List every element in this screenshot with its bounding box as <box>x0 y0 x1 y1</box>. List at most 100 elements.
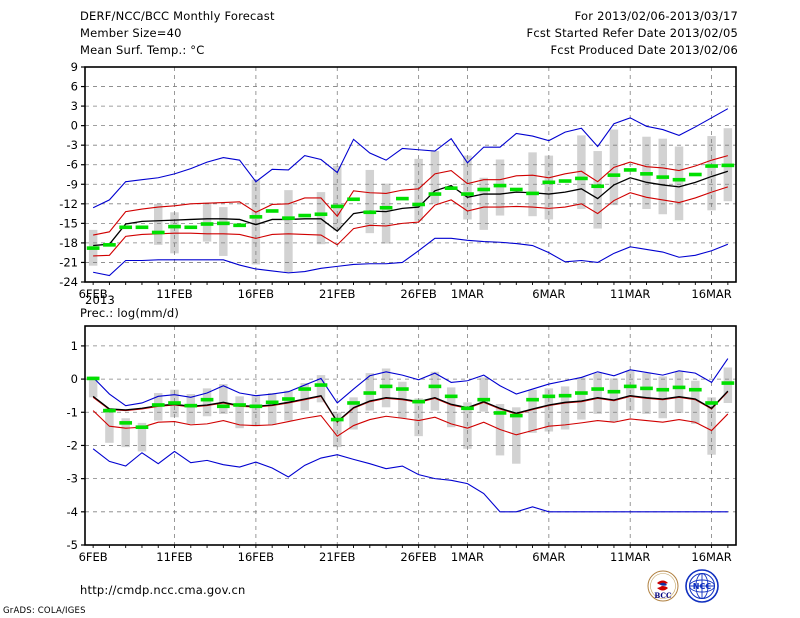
x-tick-label: 26FEB <box>400 550 437 564</box>
spread-bar <box>316 375 326 403</box>
observation-dash <box>705 164 718 168</box>
observation-dash <box>509 413 523 418</box>
spread-bar <box>528 389 537 433</box>
spread-bar <box>674 146 684 221</box>
observation-dash <box>526 397 539 402</box>
fcst-produced-label: Fcst Produced Date 2013/02/06 <box>550 43 738 57</box>
spread-bar <box>88 376 98 398</box>
observation-dash <box>542 180 556 185</box>
spread-bar <box>284 190 293 273</box>
spread-bar <box>267 393 277 425</box>
y-tick-label: -9 <box>67 177 78 191</box>
spread-bar <box>251 395 261 427</box>
observation-dash <box>640 386 653 391</box>
website-url[interactable]: http://cmdp.ncc.cma.gov.cn <box>80 583 246 597</box>
y-tick-label: -24 <box>59 275 78 289</box>
y-tick-label: -6 <box>67 158 78 172</box>
observation-dash <box>265 209 279 213</box>
observation-dash <box>216 404 230 409</box>
observation-dash <box>103 408 116 413</box>
x-tick-label: 1MAR <box>451 550 484 564</box>
observation-dash <box>640 172 653 176</box>
series-line-min <box>92 448 728 513</box>
observation-dash <box>396 387 409 391</box>
observation-dash <box>461 406 474 411</box>
spread-bar <box>186 394 196 424</box>
y-tick-label: 1 <box>71 339 78 353</box>
observation-dash <box>282 216 295 220</box>
spread-bar <box>691 380 700 424</box>
observation-dash <box>86 246 100 250</box>
observation-dash <box>282 397 295 401</box>
x-tick-label: 16MAR <box>691 550 731 564</box>
observation-dash <box>477 187 491 192</box>
spread-bar <box>284 390 293 421</box>
spread-bar <box>707 397 716 455</box>
spread-bar <box>479 177 488 230</box>
spread-bar <box>577 377 586 420</box>
observation-dash <box>216 221 230 226</box>
observation-dash <box>591 184 605 189</box>
observation-dash <box>428 192 442 196</box>
x-tick-label: 6FEB <box>79 550 108 564</box>
observation-dash <box>575 391 588 395</box>
series-line-min <box>93 237 729 277</box>
observation-dash <box>103 243 116 247</box>
spread-bar <box>154 203 163 245</box>
member-size-label: Member Size=40 <box>80 26 182 40</box>
observation-dash <box>347 197 360 202</box>
observation-dash <box>200 222 214 226</box>
observation-dash <box>428 384 442 389</box>
observation-dash <box>672 385 686 390</box>
observation-dash <box>347 401 360 405</box>
observation-dash <box>721 163 735 168</box>
observation-dash <box>542 394 556 399</box>
observation-dash <box>688 387 702 392</box>
x-tick-label: 11FEB <box>156 287 193 300</box>
plot-frame <box>84 66 737 283</box>
observation-dash <box>412 202 425 207</box>
x-tick-label: 6FEB <box>79 287 108 300</box>
observation-dash <box>396 196 409 201</box>
observation-dash <box>233 223 246 228</box>
y-tick-label: -1 <box>67 405 78 419</box>
series-line-q3 <box>93 155 729 236</box>
observation-dash <box>151 403 165 407</box>
observation-dash <box>461 192 474 196</box>
x-tick-label: 11FEB <box>156 550 193 564</box>
observation-dash <box>656 387 670 392</box>
observation-dash <box>558 393 572 398</box>
observation-dash <box>151 230 165 235</box>
spread-bar <box>430 371 440 411</box>
observation-dash <box>135 425 149 429</box>
y-tick-label: 3 <box>71 99 78 113</box>
spread-bar <box>577 135 586 210</box>
x-tick-label: 21FEB <box>319 287 356 300</box>
observation-dash <box>184 225 198 230</box>
spread-bar <box>512 407 521 464</box>
ncc-logo: NCC <box>685 569 719 603</box>
series-line-q1 <box>92 410 729 437</box>
spread-bar <box>202 202 212 242</box>
spread-bar <box>674 371 684 413</box>
observation-dash <box>298 213 312 218</box>
fcst-started-label: Fcst Started Refer Date 2013/02/05 <box>526 26 738 40</box>
y-tick-label: -21 <box>59 255 78 269</box>
observation-dash <box>379 205 393 210</box>
spread-bar <box>381 183 391 244</box>
observation-dash <box>363 391 377 395</box>
observation-dash <box>265 400 279 405</box>
spread-bar <box>137 422 147 452</box>
observation-dash <box>656 175 670 179</box>
observation-dash <box>672 177 686 182</box>
observation-dash <box>493 183 507 188</box>
observation-dash <box>330 204 344 209</box>
y-tick-label: 0 <box>71 372 78 386</box>
spread-bar <box>219 207 228 256</box>
spread-bar <box>479 377 488 412</box>
series-line-max <box>92 108 729 209</box>
precipitation-axis-title: Prec.: log(mm/d) <box>80 306 180 320</box>
series-line-mean <box>93 170 729 247</box>
x-tick-label: 16MAR <box>691 287 731 300</box>
